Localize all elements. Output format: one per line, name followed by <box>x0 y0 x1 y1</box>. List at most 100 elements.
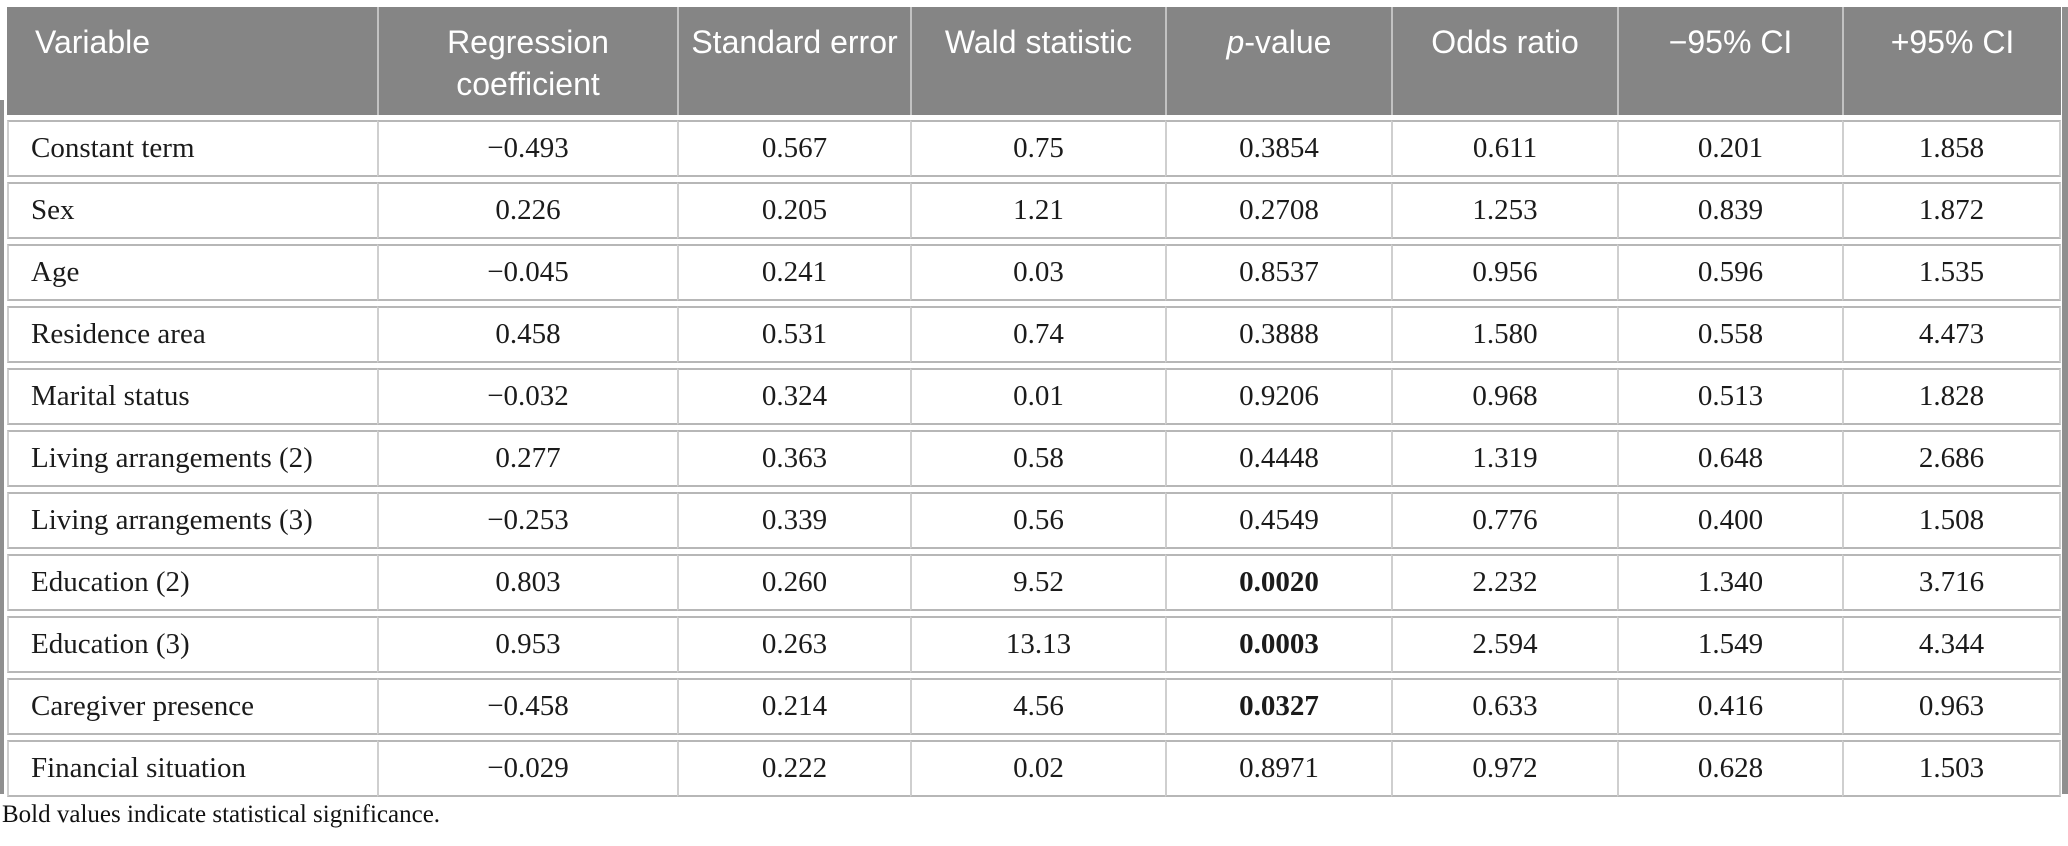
table-row: Living arrangements (2) 0.277 0.363 0.58 0.4… <box>7 430 2061 487</box>
cell-value: 0.339 <box>677 492 910 549</box>
table-header: Variable Regression coefficient Standard e… <box>7 7 2061 115</box>
cell-value: 1.340 <box>1617 554 1842 611</box>
cell-value: −0.458 <box>377 678 677 735</box>
table-row: Living arrangements (3) −0.253 0.339 0.56 0.… <box>7 492 2061 549</box>
cell-variable: Caregiver presence <box>7 678 377 735</box>
cell-value: 0.803 <box>377 554 677 611</box>
cell-value: −0.493 <box>377 120 677 177</box>
cell-value: 0.0020 <box>1165 554 1391 611</box>
column-header-7: +95% CI <box>1842 7 2061 115</box>
cell-value: 0.458 <box>377 306 677 363</box>
cell-value: 0.3854 <box>1165 120 1391 177</box>
cell-value: 0.2708 <box>1165 182 1391 239</box>
cell-value: 0.01 <box>910 368 1165 425</box>
cell-value: 0.8537 <box>1165 244 1391 301</box>
cell-variable: Education (3) <box>7 616 377 673</box>
table-row: Education (3) 0.953 0.263 13.13 0.0003 2.594 1… <box>7 616 2061 673</box>
cell-value: 0.3888 <box>1165 306 1391 363</box>
table-row: Sex 0.226 0.205 1.21 0.2708 1.253 0.839 1.872 <box>7 182 2061 239</box>
cell-value: 1.253 <box>1391 182 1617 239</box>
cell-value: 0.776 <box>1391 492 1617 549</box>
cell-value: 0.633 <box>1391 678 1617 735</box>
cell-value: 0.0327 <box>1165 678 1391 735</box>
cell-value: 0.628 <box>1617 740 1842 797</box>
cell-value: 0.241 <box>677 244 910 301</box>
cell-value: 13.13 <box>910 616 1165 673</box>
cell-variable: Financial situation <box>7 740 377 797</box>
column-header-6: −95% CI <box>1617 7 1842 115</box>
cell-value: 1.872 <box>1842 182 2061 239</box>
cell-value: 2.686 <box>1842 430 2061 487</box>
cell-value: 0.513 <box>1617 368 1842 425</box>
cell-variable: Sex <box>7 182 377 239</box>
cell-value: 0.648 <box>1617 430 1842 487</box>
cell-value: 4.344 <box>1842 616 2061 673</box>
cell-value: 0.214 <box>677 678 910 735</box>
cell-value: −0.032 <box>377 368 677 425</box>
cell-value: 0.226 <box>377 182 677 239</box>
cell-variable: Constant term <box>7 120 377 177</box>
cell-value: 0.611 <box>1391 120 1617 177</box>
cell-value: 1.580 <box>1391 306 1617 363</box>
cell-value: 0.4448 <box>1165 430 1391 487</box>
table-row: Age −0.045 0.241 0.03 0.8537 0.956 0.596 1.535 <box>7 244 2061 301</box>
cell-value: 0.8971 <box>1165 740 1391 797</box>
table-body: Constant term −0.493 0.567 0.75 0.3854 0.611 0… <box>7 120 2061 797</box>
left-edge-rail <box>0 100 4 794</box>
cell-value: 0.0003 <box>1165 616 1391 673</box>
table-row: Residence area 0.458 0.531 0.74 0.3888 1.580 0… <box>7 306 2061 363</box>
cell-value: 0.263 <box>677 616 910 673</box>
cell-variable: Living arrangements (3) <box>7 492 377 549</box>
column-header-5: Odds ratio <box>1391 7 1617 115</box>
italic-p: p <box>1226 24 1245 60</box>
cell-variable: Marital status <box>7 368 377 425</box>
logistic-regression-table: Variable Regression coefficient Standard e… <box>7 2 2061 802</box>
cell-value: 0.416 <box>1617 678 1842 735</box>
cell-value: 0.222 <box>677 740 910 797</box>
cell-variable: Living arrangements (2) <box>7 430 377 487</box>
cell-value: 0.972 <box>1391 740 1617 797</box>
cell-value: 2.594 <box>1391 616 1617 673</box>
cell-value: 1.503 <box>1842 740 2061 797</box>
cell-value: 0.74 <box>910 306 1165 363</box>
cell-value: 0.03 <box>910 244 1165 301</box>
cell-value: 3.716 <box>1842 554 2061 611</box>
cell-value: −0.253 <box>377 492 677 549</box>
column-header-2: Standard error <box>677 7 910 115</box>
cell-value: 0.956 <box>1391 244 1617 301</box>
cell-value: 1.21 <box>910 182 1165 239</box>
cell-value: 0.58 <box>910 430 1165 487</box>
cell-value: 1.549 <box>1617 616 1842 673</box>
cell-value: 0.260 <box>677 554 910 611</box>
cell-value: 0.596 <box>1617 244 1842 301</box>
table-row: Constant term −0.493 0.567 0.75 0.3854 0.611 0… <box>7 120 2061 177</box>
table-footnote: Bold values indicate statistical signifi… <box>2 801 441 828</box>
cell-value: 0.324 <box>677 368 910 425</box>
right-edge-rail <box>2062 7 2068 794</box>
cell-value: 0.839 <box>1617 182 1842 239</box>
cell-value: 1.535 <box>1842 244 2061 301</box>
cell-value: 0.4549 <box>1165 492 1391 549</box>
cell-value: 1.319 <box>1391 430 1617 487</box>
cell-value: −0.029 <box>377 740 677 797</box>
cell-value: 0.963 <box>1842 678 2061 735</box>
cell-value: 0.205 <box>677 182 910 239</box>
column-header-1: Regression coefficient <box>377 7 677 115</box>
cell-value: 1.858 <box>1842 120 2061 177</box>
cell-value: 4.56 <box>910 678 1165 735</box>
cell-value: 0.02 <box>910 740 1165 797</box>
cell-variable: Education (2) <box>7 554 377 611</box>
cell-value: 0.277 <box>377 430 677 487</box>
cell-value: 0.531 <box>677 306 910 363</box>
cell-variable: Residence area <box>7 306 377 363</box>
table-row: Financial situation −0.029 0.222 0.02 0.8971… <box>7 740 2061 797</box>
cell-value: 0.968 <box>1391 368 1617 425</box>
column-header-0: Variable <box>7 7 377 115</box>
cell-value: 0.400 <box>1617 492 1842 549</box>
cell-value: 0.201 <box>1617 120 1842 177</box>
cell-value: −0.045 <box>377 244 677 301</box>
table-row: Caregiver presence −0.458 0.214 4.56 0.0327 0… <box>7 678 2061 735</box>
column-header-4: p-value <box>1165 7 1391 115</box>
table-row: Marital status −0.032 0.324 0.01 0.9206 0.968… <box>7 368 2061 425</box>
